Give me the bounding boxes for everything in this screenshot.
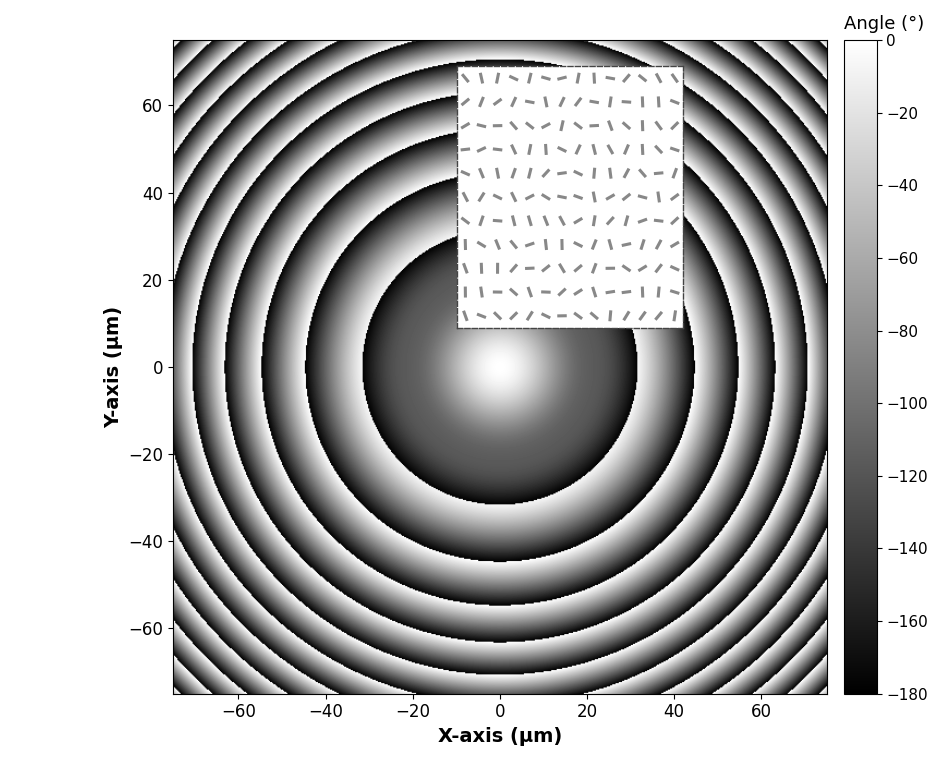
X-axis label: X-axis (μm): X-axis (μm)	[438, 727, 562, 746]
Text: Angle (°): Angle (°)	[844, 15, 924, 33]
Y-axis label: Y-axis (μm): Y-axis (μm)	[104, 306, 123, 428]
